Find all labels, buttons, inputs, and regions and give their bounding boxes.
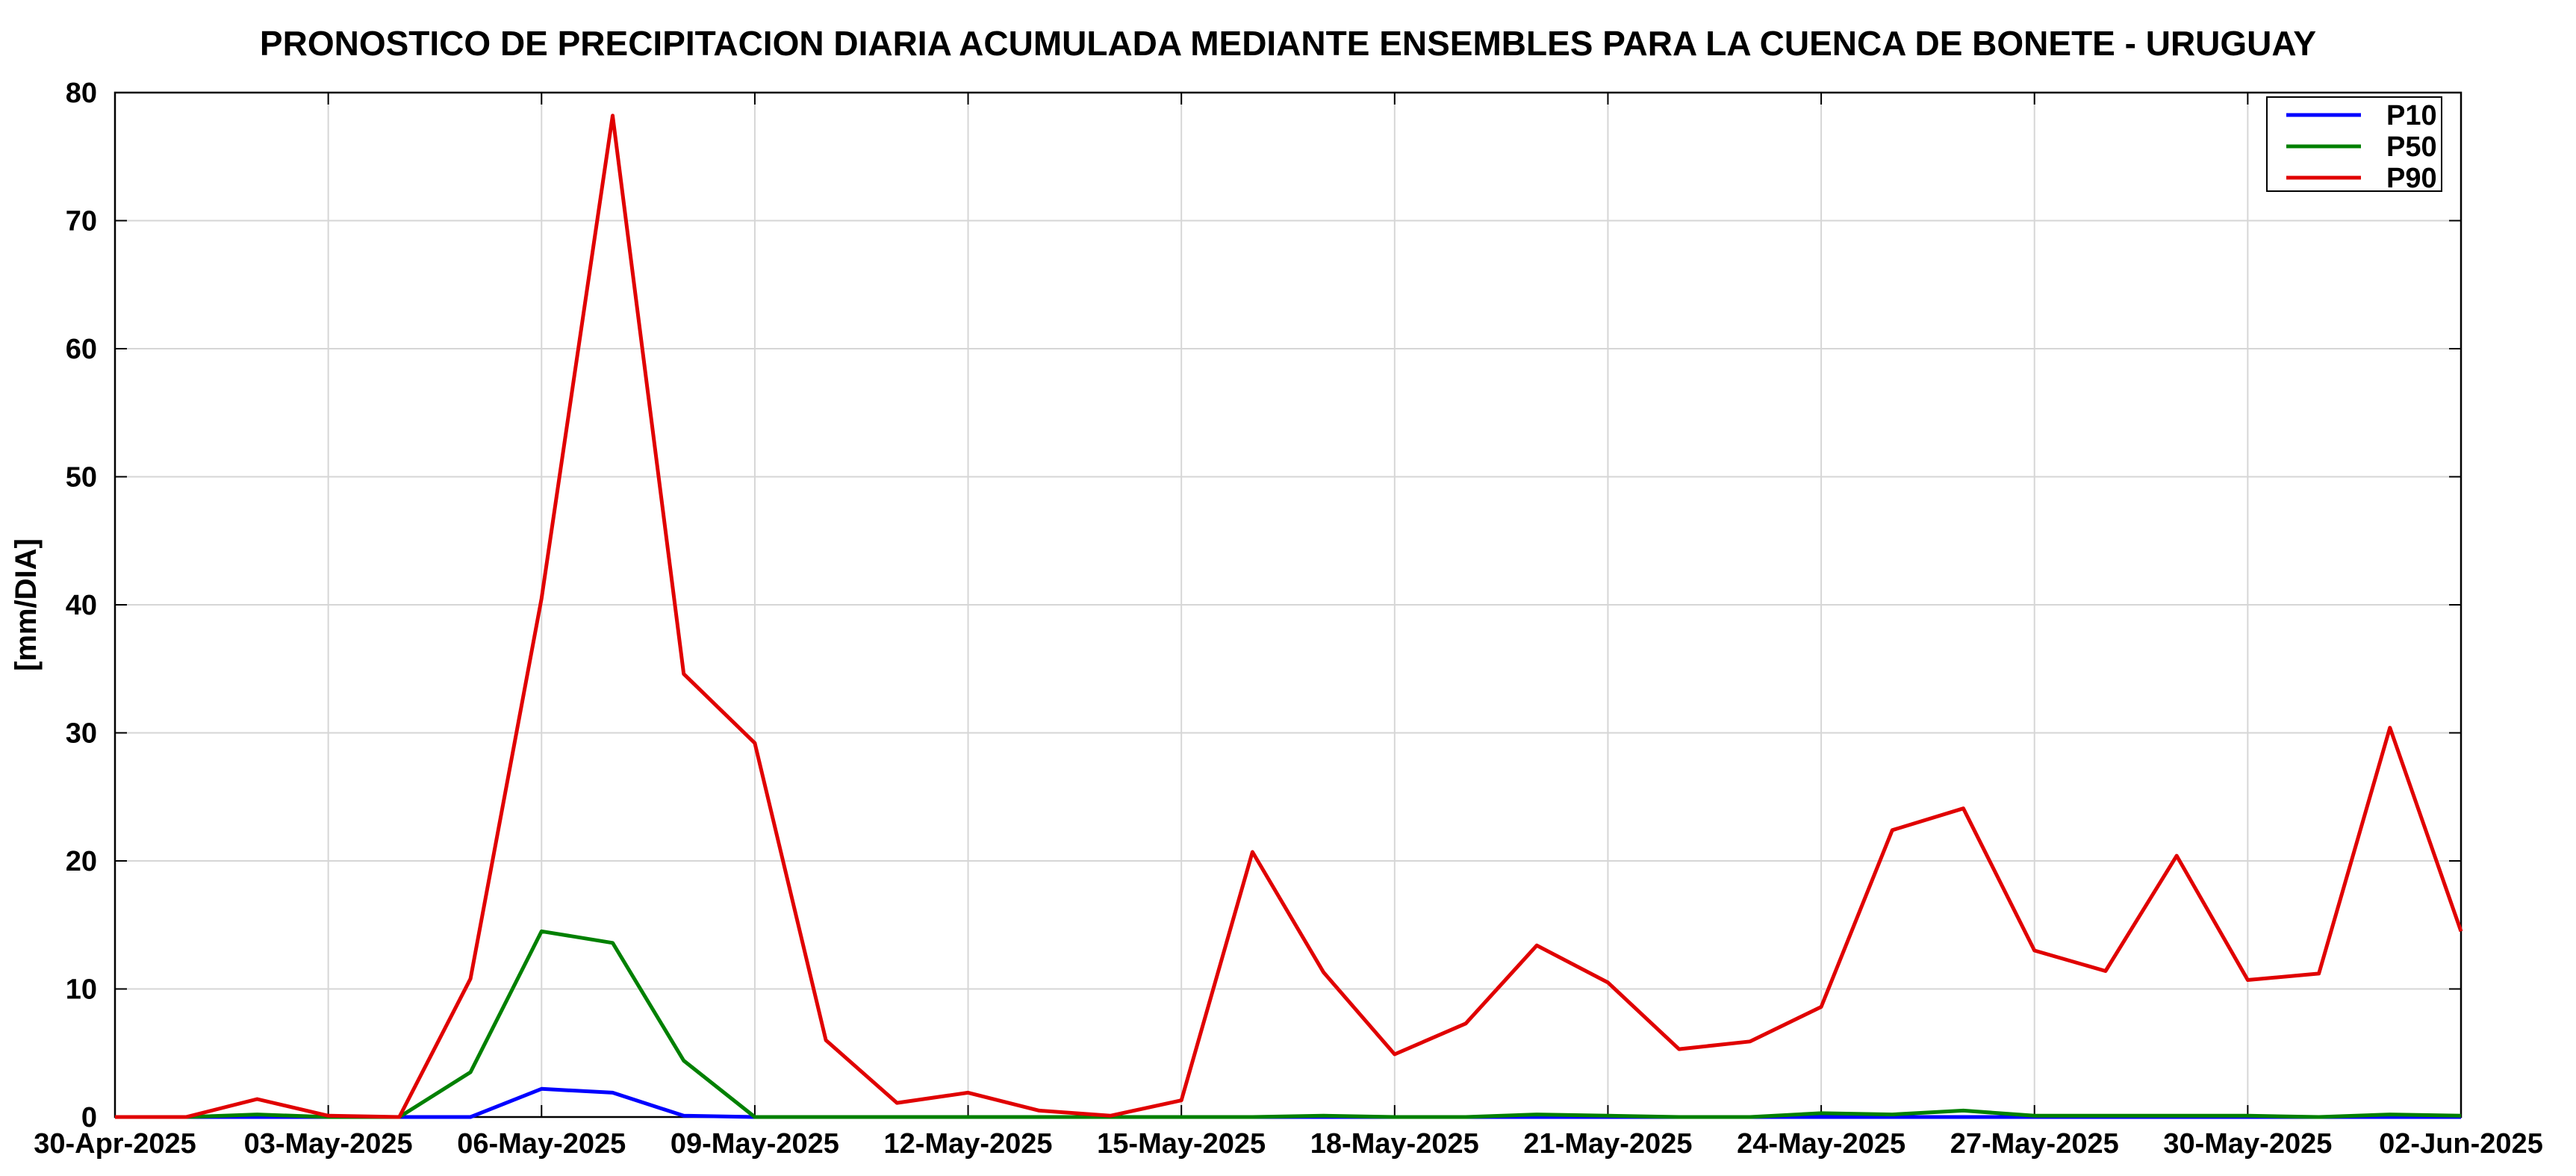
y-tick-label: 70	[66, 206, 97, 237]
series-p50	[115, 929, 2462, 1119]
chart-title: PRONOSTICO DE PRECIPITACION DIARIA ACUMU…	[260, 24, 2316, 63]
x-tick-label: 30-May-2025	[2163, 1128, 2332, 1160]
grid	[115, 93, 2461, 1117]
y-axis-label: [mm/DIA]	[10, 538, 43, 671]
x-tick-label: 24-May-2025	[1737, 1128, 1905, 1160]
legend-label-p50: P50	[2386, 131, 2437, 163]
x-tick-label: 02-Jun-2025	[2379, 1128, 2543, 1160]
y-tick-label: 10	[66, 974, 97, 1006]
x-tick-label: 30-Apr-2025	[34, 1128, 196, 1160]
y-tick-label: 80	[66, 78, 97, 109]
x-tick-label: 15-May-2025	[1097, 1128, 1266, 1160]
y-tick-label: 30	[66, 718, 97, 750]
y-tick-label: 40	[66, 590, 97, 621]
x-tick-label: 09-May-2025	[671, 1128, 839, 1160]
x-tick-label: 12-May-2025	[884, 1128, 1053, 1160]
y-tick-label: 0	[81, 1102, 97, 1133]
x-tick-label: 06-May-2025	[457, 1128, 626, 1160]
series-line-p90	[115, 113, 2463, 1119]
y-tick-label: 50	[66, 462, 97, 494]
series-p90	[115, 113, 2463, 1119]
y-tick-label: 60	[66, 334, 97, 365]
x-tick-label: 18-May-2025	[1310, 1128, 1479, 1160]
x-tick-label: 03-May-2025	[244, 1128, 413, 1160]
legend-box	[2266, 96, 2442, 192]
x-tick-label: 27-May-2025	[1950, 1128, 2119, 1160]
x-tick-label: 21-May-2025	[1523, 1128, 1692, 1160]
tick-labels: 0 10 20 30 40 50 60 70 80 30-Apr-2025 03-May-2025 0…	[34, 78, 2543, 1160]
series-line-p50	[115, 929, 2462, 1119]
y-tick-label: 20	[66, 846, 97, 877]
series-lines	[115, 113, 2463, 1119]
legend-label-p10: P10	[2386, 100, 2437, 131]
legend-label-p90: P90	[2386, 163, 2437, 194]
